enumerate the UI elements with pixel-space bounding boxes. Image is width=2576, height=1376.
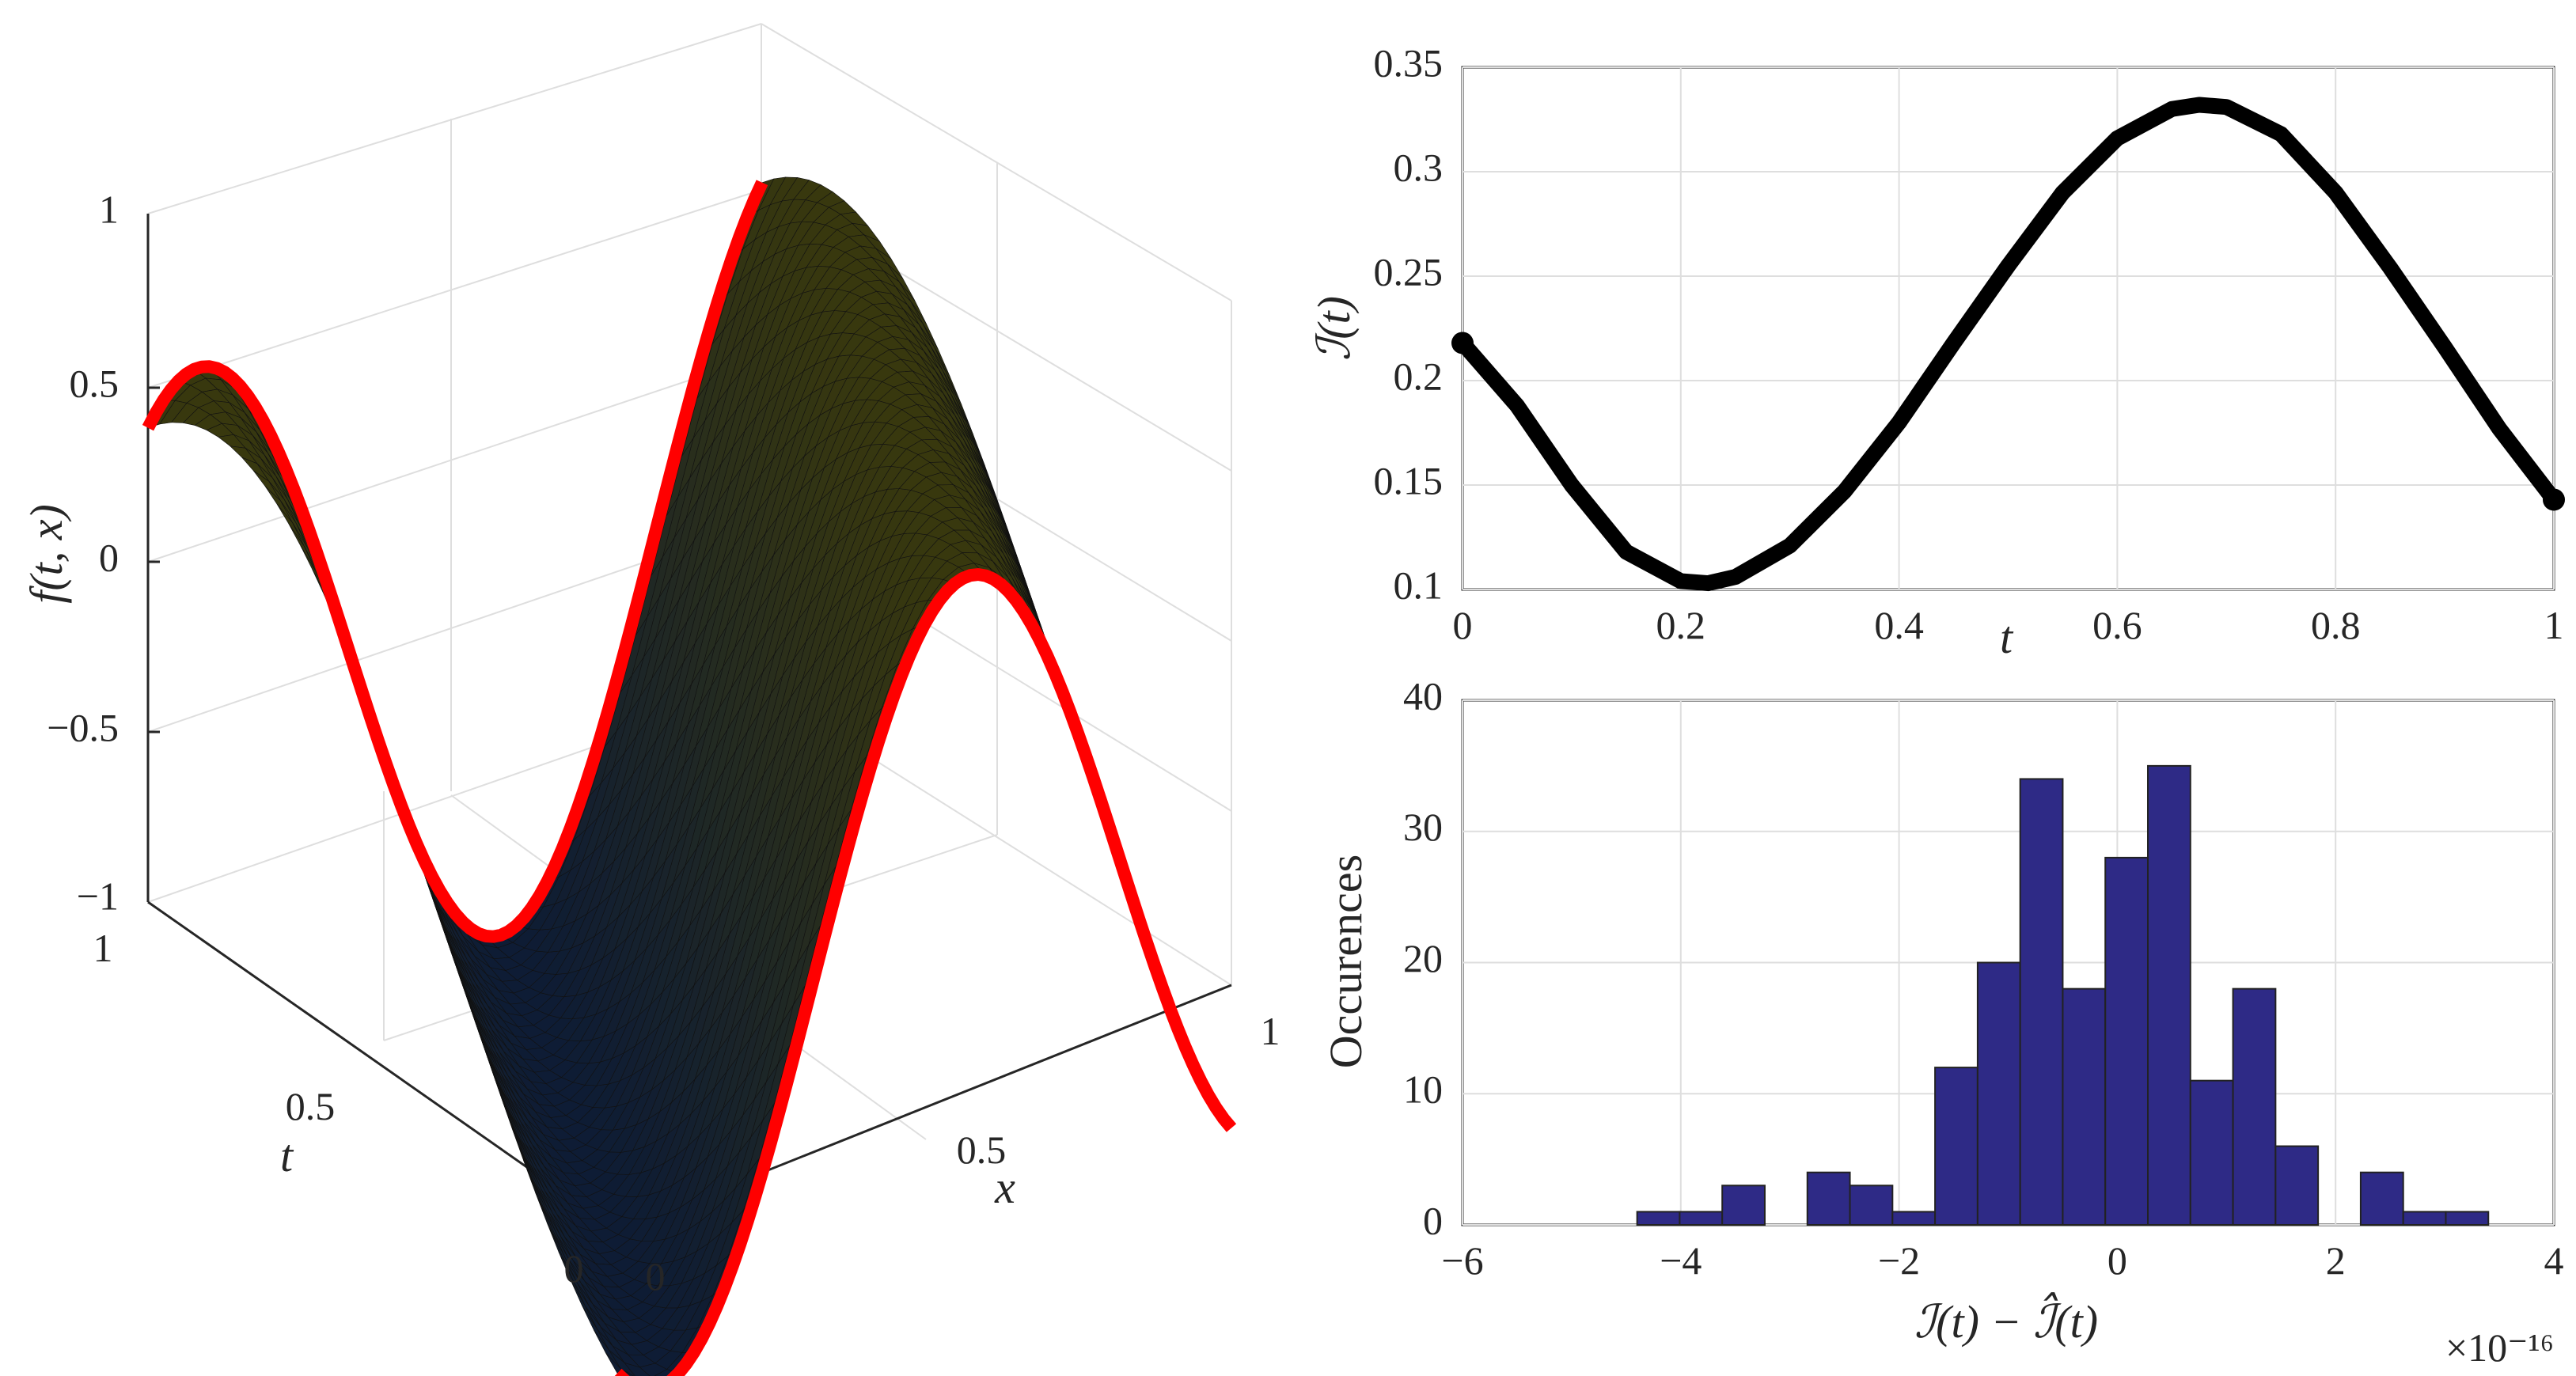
line-plot-box bbox=[1461, 66, 2555, 591]
histogram-bar bbox=[1891, 1211, 1937, 1226]
histogram-bar bbox=[2274, 1145, 2320, 1226]
x-tick: 1 bbox=[1261, 1009, 1280, 1053]
z-tick: −1 bbox=[77, 874, 119, 918]
hist-x-label: ℐ(t) − ℐ̂(t) bbox=[1914, 1291, 2098, 1348]
surface-plot: 1 0.5 0 −0.5 −1 1 0.5 0 0 0.5 1 t x f(t,… bbox=[21, 23, 1280, 1376]
histogram-bar bbox=[2445, 1211, 2490, 1226]
z-axis-label: f(t, x) bbox=[21, 504, 72, 604]
t-tick: 1 bbox=[93, 926, 113, 970]
histogram-bar bbox=[1806, 1171, 1851, 1226]
histogram-bar bbox=[2062, 987, 2107, 1226]
series-end-marker bbox=[2543, 488, 2565, 511]
hist-y-label: Occurences bbox=[1320, 855, 1371, 1069]
hist-x-tick: −4 bbox=[1660, 1238, 1702, 1283]
t-tick: 0.5 bbox=[286, 1084, 336, 1128]
hist-x-tick: 0 bbox=[2107, 1238, 2127, 1283]
surface-mesh bbox=[142, 176, 1237, 1376]
x-tick: 0.5 bbox=[957, 1128, 1007, 1172]
line-y-tick: 0.1 bbox=[1394, 563, 1444, 607]
histogram-bars bbox=[1636, 764, 2490, 1226]
line-y-tick: 0.15 bbox=[1374, 458, 1444, 502]
edge-curve-t0 bbox=[614, 568, 1237, 1376]
histogram-bar bbox=[2402, 1211, 2447, 1226]
histogram-bar bbox=[1976, 961, 2021, 1226]
histogram-bar bbox=[2189, 1079, 2234, 1226]
histogram-bar bbox=[2359, 1171, 2404, 1226]
hist-x-tick: −2 bbox=[1878, 1238, 1920, 1283]
line-y-tick: 0.2 bbox=[1394, 354, 1444, 398]
z-tick: −0.5 bbox=[47, 705, 119, 749]
histogram-bar bbox=[2232, 987, 2277, 1226]
line-x-tick: 0.4 bbox=[1874, 603, 1924, 647]
series-start-marker bbox=[1451, 332, 1474, 354]
histogram-bar bbox=[1849, 1185, 1894, 1226]
histogram-bar bbox=[2147, 764, 2191, 1226]
histogram: −6 −4 −2 0 2 4 40 30 20 10 0 Occurences ℐ(t) − ℐ̂(… bbox=[1320, 673, 2564, 1370]
line-y-tick: 0.35 bbox=[1374, 40, 1444, 85]
histogram-bar bbox=[1636, 1211, 1681, 1226]
edge-curve-t1 bbox=[142, 180, 768, 943]
line-x-tick: 0.6 bbox=[2092, 603, 2142, 647]
line-x-tick: 0.2 bbox=[1656, 603, 1706, 647]
line-y-tick: 0.3 bbox=[1394, 145, 1444, 189]
hist-x-tick: 2 bbox=[2326, 1238, 2346, 1283]
x-axis-label: x bbox=[994, 1162, 1015, 1213]
histogram-bar bbox=[1721, 1185, 1766, 1226]
histogram-bar bbox=[2104, 856, 2149, 1226]
histogram-bar bbox=[1679, 1211, 1724, 1226]
histogram-ticks: −6 −4 −2 0 2 4 40 30 20 10 0 bbox=[1403, 673, 2564, 1283]
t-axis-label: t bbox=[280, 1130, 294, 1181]
hist-y-tick: 20 bbox=[1403, 936, 1443, 980]
hist-x-tick: −6 bbox=[1441, 1238, 1483, 1283]
line-x-tick: 0 bbox=[1453, 603, 1473, 647]
z-tick: 0.5 bbox=[70, 361, 120, 405]
hist-y-tick: 0 bbox=[1423, 1198, 1443, 1242]
line-y-label: ℐ(t) bbox=[1308, 296, 1360, 361]
x-tick: 0 bbox=[646, 1254, 666, 1298]
hist-y-tick: 10 bbox=[1403, 1067, 1443, 1112]
line-y-tick: 0.25 bbox=[1374, 249, 1444, 294]
series-line bbox=[1455, 97, 2562, 592]
t-tick: 0 bbox=[564, 1246, 584, 1291]
line-plot-grid bbox=[1462, 66, 2555, 590]
hist-y-tick: 40 bbox=[1403, 673, 1443, 718]
line-x-label: t bbox=[2000, 612, 2014, 663]
line-plot-ticks: 0 0.2 0.4 0.6 0.8 1 0.35 0.3 0.25 0.2 0.15 0.1 bbox=[1374, 40, 2564, 647]
histogram-bar bbox=[2019, 778, 2064, 1226]
hist-x-multiplier: ×10⁻¹⁶ bbox=[2445, 1325, 2554, 1370]
line-x-tick: 1 bbox=[2544, 603, 2564, 647]
histogram-bar bbox=[1934, 1067, 1978, 1226]
line-plot: 0 0.2 0.4 0.6 0.8 1 0.35 0.3 0.25 0.2 0.15 0.1 ℐ(t)… bbox=[1308, 40, 2565, 663]
hist-x-tick: 4 bbox=[2544, 1238, 2564, 1283]
z-tick: 0 bbox=[99, 535, 119, 579]
line-x-tick: 0.8 bbox=[2311, 603, 2361, 647]
hist-y-tick: 30 bbox=[1403, 805, 1443, 849]
z-tick: 1 bbox=[99, 187, 119, 231]
